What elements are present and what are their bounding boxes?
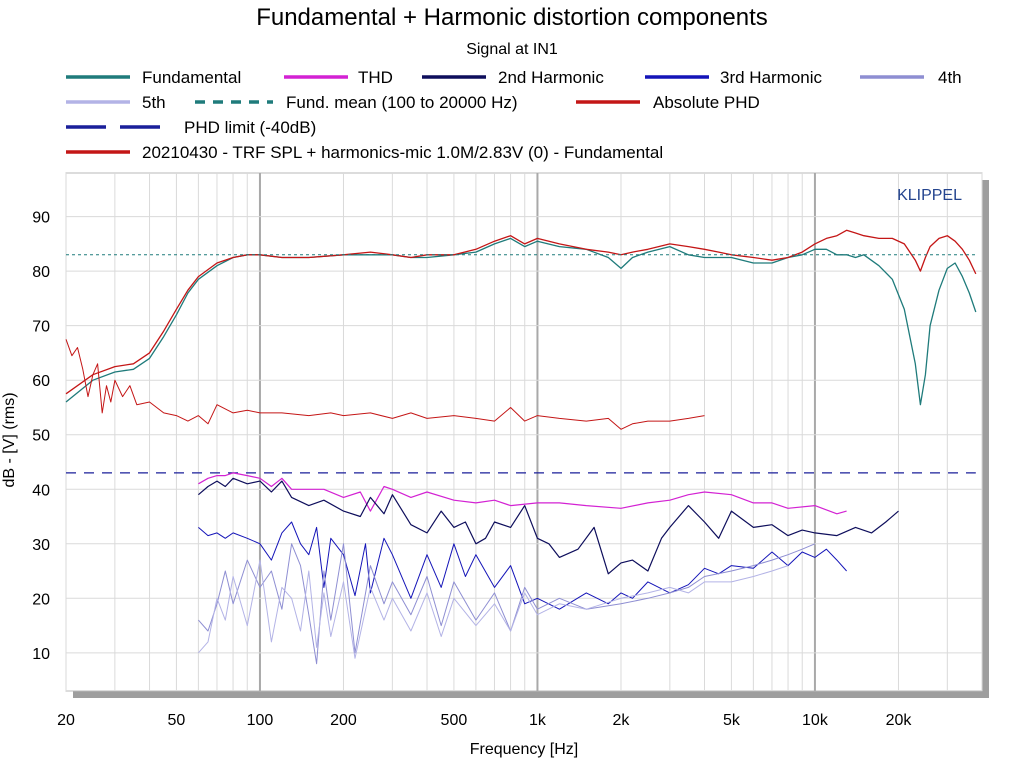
legend-label-h2: 2nd Harmonic: [498, 68, 604, 87]
x-tick-label: 50: [168, 712, 186, 729]
series-group: [65, 229, 977, 665]
series-line-h2: [198, 477, 899, 575]
legend-label-abs_phd: Absolute PHD: [653, 93, 760, 112]
y-tick-label: 20: [32, 591, 50, 608]
y-tick-label: 70: [32, 319, 50, 336]
legend-label-fund_mean: Fund. mean (100 to 20000 Hz): [286, 93, 518, 112]
x-tick-label: 100: [247, 712, 274, 729]
chart-title: Fundamental + Harmonic distortion compon…: [256, 4, 768, 31]
x-tick-label: 20k: [886, 712, 913, 729]
x-tick-label: 1k: [529, 712, 547, 729]
series-line-h3: [198, 521, 847, 610]
series-line-ref: [65, 229, 977, 395]
legend-label-h4: 4th: [938, 68, 962, 87]
legend-label-thd: THD: [358, 68, 393, 87]
y-tick-label: 60: [32, 373, 50, 390]
series-line-abs_phd: [65, 339, 705, 430]
y-tick-label: 40: [32, 482, 50, 499]
x-tick-label: 500: [441, 712, 468, 729]
grid: [65, 173, 983, 691]
legend-label-ref: 20210430 - TRF SPL + harmonics-mic 1.0M/…: [142, 143, 663, 162]
x-tick-label: 200: [330, 712, 357, 729]
legend-label-h3: 3rd Harmonic: [720, 68, 823, 87]
x-tick-label: 5k: [723, 712, 741, 729]
y-axis-label: dB - [V] (rms): [1, 392, 18, 487]
y-tick-label: 30: [32, 537, 50, 554]
series-line-thd: [198, 472, 847, 515]
series-line-h4: [198, 543, 816, 665]
legend: Fundamental THD 2nd Harmonic 3rd Harmonic 4t…: [66, 68, 962, 162]
klippel-watermark: KLIPPEL: [897, 187, 962, 204]
y-tick-label: 50: [32, 428, 50, 445]
legend-label-fundamental: Fundamental: [142, 68, 241, 87]
y-tick-label: 10: [32, 646, 50, 663]
y-tick-label: 80: [32, 264, 50, 281]
chart-subtitle: Signal at IN1: [466, 41, 558, 58]
series-line-h5: [198, 559, 789, 659]
legend-label-phd_limit: PHD limit (-40dB): [184, 118, 316, 137]
x-axis-label: Frequency [Hz]: [470, 741, 578, 758]
x-tick-label: 20: [57, 712, 75, 729]
plot-area: [65, 172, 983, 692]
tick-labels: 20 50 100 200 500 1k 2k 5k 10k 20k 10 20 30 40 50 60 70 8…: [32, 210, 912, 729]
x-tick-label: 10k: [802, 712, 829, 729]
x-tick-label: 2k: [613, 712, 631, 729]
y-tick-label: 90: [32, 210, 50, 227]
legend-label-h5: 5th: [142, 93, 166, 112]
